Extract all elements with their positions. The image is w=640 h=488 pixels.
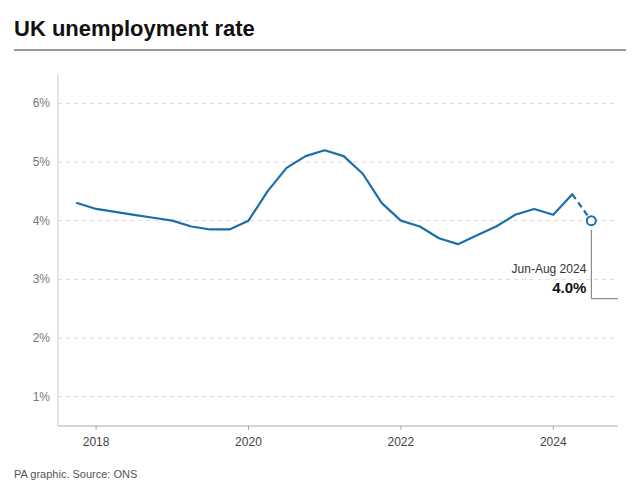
line <box>77 150 572 244</box>
x-tick <box>96 426 97 430</box>
grid-line <box>58 220 618 221</box>
y-tick-label: 5% <box>33 155 51 169</box>
x-tick <box>553 426 554 430</box>
x-tick-label: 2018 <box>83 435 110 449</box>
y-tick-label: 1% <box>33 390 51 404</box>
y-axis-line <box>58 74 59 426</box>
x-tick-label: 2022 <box>388 435 415 449</box>
source: PA graphic. Source: ONS <box>14 468 137 480</box>
x-tick <box>248 426 249 430</box>
grid-line <box>58 338 618 339</box>
y-tick-label: 6% <box>33 96 51 110</box>
x-axis-line <box>58 426 618 427</box>
y-tick-label: 4% <box>33 214 51 228</box>
y-tick-label: 3% <box>33 272 51 286</box>
grid-line <box>58 279 618 280</box>
plot-area <box>77 150 596 244</box>
x-tick-label: 2020 <box>235 435 262 449</box>
grid-line <box>58 396 618 397</box>
grid-line <box>58 103 618 104</box>
annotation-label: Jun-Aug 2024 <box>512 262 587 276</box>
y-tick-label: 2% <box>33 331 51 345</box>
annotation-value: 4.0% <box>552 279 586 296</box>
x-tick <box>400 426 401 430</box>
title: UK unemployment rate <box>14 16 255 41</box>
grid-line <box>58 162 618 163</box>
chart: UK unemployment rate 1% 2% 3% 4% 5% 6% 2018 2020… <box>0 0 640 488</box>
x-tick-label: 2024 <box>540 435 567 449</box>
title-rule <box>14 50 626 51</box>
annotation-connector <box>591 230 618 299</box>
last-point <box>587 216 596 225</box>
